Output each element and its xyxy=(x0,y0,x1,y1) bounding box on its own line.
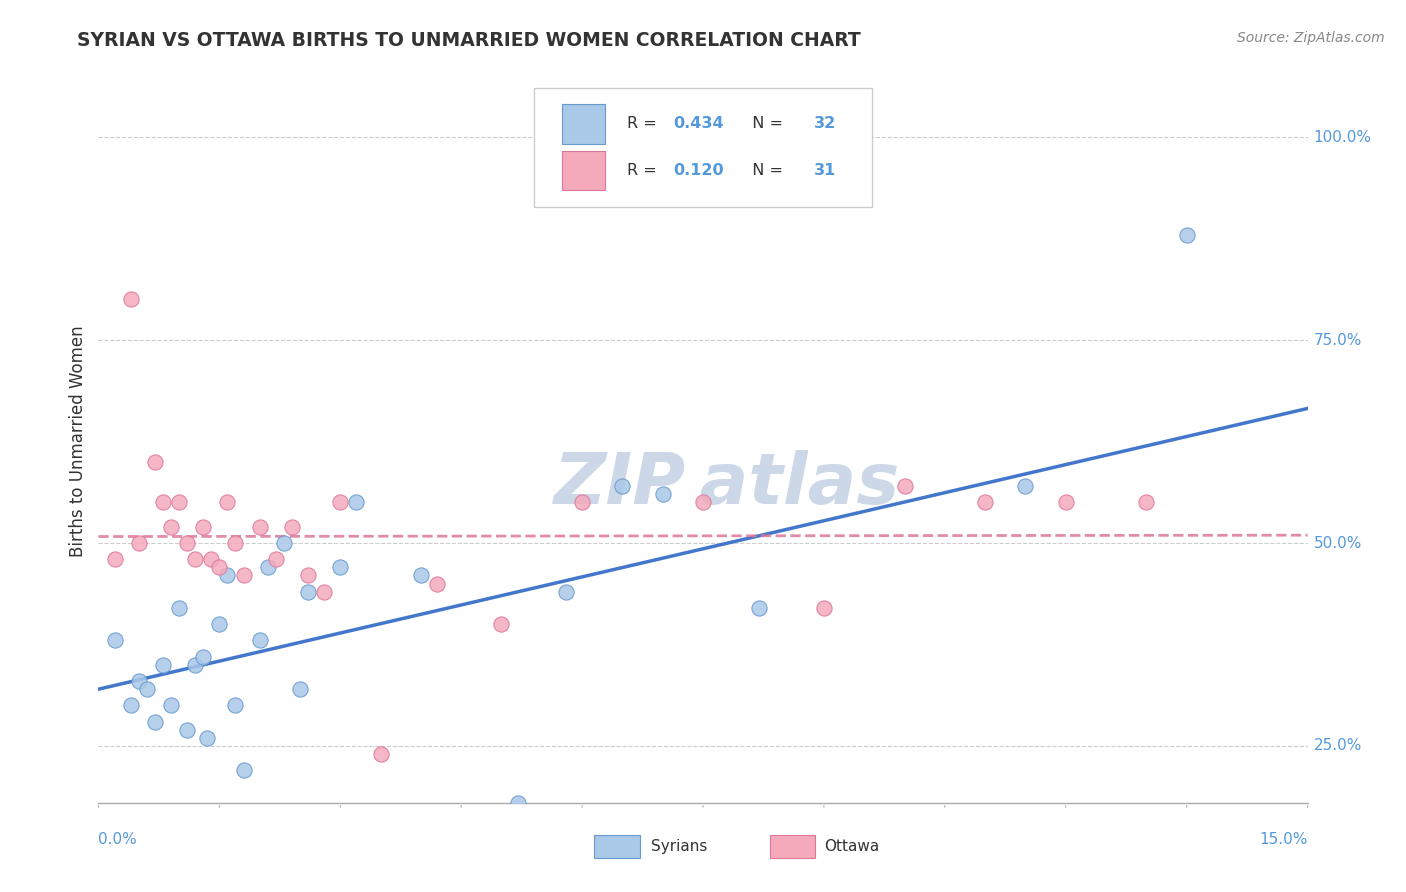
FancyBboxPatch shape xyxy=(561,103,605,144)
Point xyxy=(612,479,634,493)
Point xyxy=(571,495,593,509)
Text: Ottawa: Ottawa xyxy=(824,839,879,855)
Point xyxy=(329,560,352,574)
Point xyxy=(193,520,215,534)
Point xyxy=(184,657,207,672)
Point xyxy=(152,657,174,672)
Text: 0.120: 0.120 xyxy=(672,163,724,178)
Point xyxy=(200,552,222,566)
Point xyxy=(135,682,157,697)
Point xyxy=(160,698,183,713)
Point xyxy=(217,495,239,509)
Point xyxy=(1135,495,1157,509)
Point xyxy=(555,584,578,599)
Point xyxy=(813,820,835,834)
Text: 0.0%: 0.0% xyxy=(98,831,138,847)
Point xyxy=(329,495,352,509)
Point xyxy=(103,633,125,648)
FancyBboxPatch shape xyxy=(534,87,872,207)
Point xyxy=(264,552,287,566)
Point xyxy=(288,682,311,697)
Point xyxy=(128,536,150,550)
Point xyxy=(893,479,915,493)
Point xyxy=(128,673,150,688)
Point xyxy=(208,617,231,632)
Point xyxy=(314,584,336,599)
Point xyxy=(120,293,142,307)
Point xyxy=(208,560,231,574)
Point xyxy=(370,747,392,761)
Text: 50.0%: 50.0% xyxy=(1313,535,1362,550)
Point xyxy=(506,796,529,810)
Text: 32: 32 xyxy=(814,116,837,131)
Point xyxy=(491,617,513,632)
Point xyxy=(176,536,198,550)
Point xyxy=(1014,479,1036,493)
FancyBboxPatch shape xyxy=(769,835,815,858)
Text: SYRIAN VS OTTAWA BIRTHS TO UNMARRIED WOMEN CORRELATION CHART: SYRIAN VS OTTAWA BIRTHS TO UNMARRIED WOM… xyxy=(77,31,860,50)
Point xyxy=(344,495,367,509)
Text: R =: R = xyxy=(627,163,662,178)
Point xyxy=(692,495,714,509)
Point xyxy=(813,601,835,615)
Point xyxy=(974,495,997,509)
Point xyxy=(143,714,166,729)
Text: N =: N = xyxy=(742,163,787,178)
Point xyxy=(748,601,770,615)
Point xyxy=(224,698,246,713)
Text: Source: ZipAtlas.com: Source: ZipAtlas.com xyxy=(1237,31,1385,45)
Point xyxy=(1175,227,1198,242)
Point xyxy=(249,633,271,648)
Text: ZIP atlas: ZIP atlas xyxy=(554,450,900,519)
Point xyxy=(297,568,319,582)
Point xyxy=(120,698,142,713)
Point xyxy=(281,520,304,534)
Point xyxy=(232,568,254,582)
Point xyxy=(184,552,207,566)
Point xyxy=(1054,495,1077,509)
Point xyxy=(193,649,215,664)
Point xyxy=(232,764,254,778)
Point xyxy=(167,601,190,615)
Point xyxy=(297,584,319,599)
Point xyxy=(103,552,125,566)
Point xyxy=(651,487,673,501)
Point xyxy=(256,560,278,574)
Text: 75.0%: 75.0% xyxy=(1313,333,1362,348)
Point xyxy=(249,520,271,534)
Point xyxy=(426,576,449,591)
Text: 0.434: 0.434 xyxy=(672,116,724,131)
Text: 31: 31 xyxy=(814,163,837,178)
Point xyxy=(167,495,190,509)
Point xyxy=(195,731,218,745)
Text: 100.0%: 100.0% xyxy=(1313,129,1372,145)
Point xyxy=(273,536,295,550)
Point xyxy=(217,568,239,582)
Point xyxy=(409,568,432,582)
Text: 25.0%: 25.0% xyxy=(1313,739,1362,754)
FancyBboxPatch shape xyxy=(595,835,640,858)
Point xyxy=(143,455,166,469)
FancyBboxPatch shape xyxy=(561,151,605,191)
Y-axis label: Births to Unmarried Women: Births to Unmarried Women xyxy=(69,326,87,558)
Text: Syrians: Syrians xyxy=(651,839,707,855)
Point xyxy=(160,520,183,534)
Text: 15.0%: 15.0% xyxy=(1260,831,1308,847)
Text: N =: N = xyxy=(742,116,787,131)
Text: R =: R = xyxy=(627,116,662,131)
Point xyxy=(224,536,246,550)
Point xyxy=(176,723,198,737)
Point xyxy=(152,495,174,509)
